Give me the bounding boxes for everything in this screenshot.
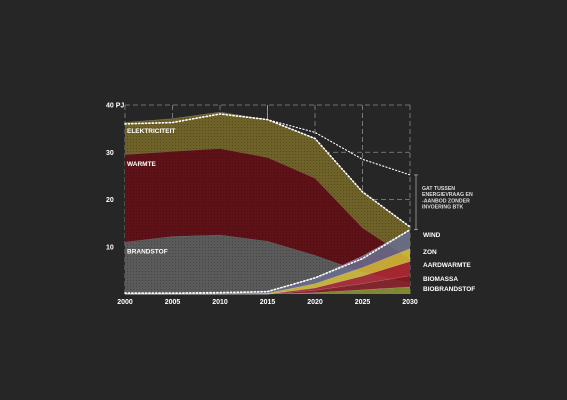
- gap-annotation-line: INVOERING BTK: [422, 205, 463, 211]
- series-label-zon: ZON: [423, 249, 437, 256]
- y-tick-label: 30: [106, 150, 114, 157]
- x-tick-label: 2000: [117, 299, 133, 306]
- y-tick-label: 40 PJ: [106, 103, 124, 110]
- area-biomassa: [125, 275, 410, 294]
- x-tick-label: 2030: [402, 299, 418, 306]
- x-tick-label: 2025: [355, 299, 371, 306]
- area-aardwarmte: [125, 261, 410, 294]
- x-tick-label: 2020: [307, 299, 323, 306]
- series-label-wind: WIND: [423, 232, 441, 239]
- line-demand-with-measures: [124, 113, 411, 228]
- series-label-brandstof: BRANDSTOF: [127, 248, 168, 255]
- x-tick-label: 2005: [165, 299, 181, 306]
- area-texture-warmte: [125, 148, 410, 283]
- gap-annotation-line: GAT TUSSEN: [422, 186, 455, 192]
- series-label-biobrandstof: BIOBRANDSTOF: [423, 286, 475, 293]
- y-tick-label: 10: [106, 244, 114, 251]
- series-label-warmte: WARMTE: [127, 161, 157, 168]
- gap-annotation-line: -AANBOD ZONDER: [422, 198, 470, 204]
- area-zon: [125, 248, 410, 294]
- gap-annotation-line: ENERGIEVRAAG EN: [422, 192, 473, 198]
- series-label-elektriciteit: ELEKTRICITEIT: [127, 128, 175, 135]
- x-tick-label: 2015: [260, 299, 276, 306]
- line-supply-total: [124, 228, 411, 294]
- area-biobrandstof: [125, 286, 410, 294]
- area-texture-elektriciteit: [125, 112, 410, 259]
- demand-lines: [124, 113, 411, 294]
- x-tick-label: 2010: [212, 299, 228, 306]
- y-tick-label: 20: [106, 197, 114, 204]
- area-wind: [125, 229, 410, 294]
- series-label-aardwarmte: AARDWARMTE: [423, 262, 471, 269]
- series-label-biomassa: BIOMASSA: [423, 276, 458, 283]
- supply-areas: [125, 229, 411, 295]
